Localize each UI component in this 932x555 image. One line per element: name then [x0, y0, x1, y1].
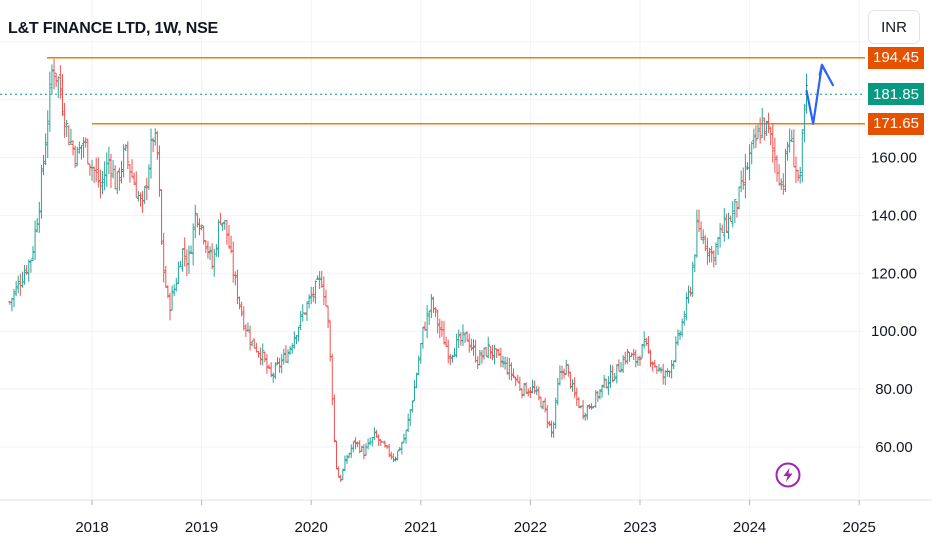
x-tick-label: 2020	[295, 519, 328, 536]
y-tick-label: 100.00	[871, 323, 917, 340]
price-axis[interactable]: 60.00 80.00 100.00 120.00 140.00 160.00	[871, 150, 917, 457]
y-tick-label: 60.00	[875, 439, 913, 456]
trend-annotation	[805, 63, 834, 125]
chart-title: L&T FINANCE LTD, 1W, NSE	[8, 20, 219, 37]
y-tick-label: 140.00	[871, 207, 917, 224]
x-tick-label: 2022	[514, 519, 547, 536]
x-tick-label: 2019	[185, 519, 218, 536]
time-axis[interactable]: 2018 2019 2020 2021 2022 2023 2024 2025	[75, 500, 876, 536]
resistance-price-tag-upper: 194.45	[868, 46, 924, 69]
horizontal-levels	[0, 57, 865, 125]
projection-path	[805, 63, 834, 125]
grid-lines	[0, 0, 932, 501]
last-price-tag: 181.85	[868, 83, 924, 106]
x-tick-label: 2025	[843, 519, 876, 536]
x-tick-label: 2018	[75, 519, 108, 536]
x-tick-label: 2023	[623, 519, 656, 536]
y-tick-label: 120.00	[871, 265, 917, 282]
projection-arrowhead	[818, 63, 827, 77]
x-tick-label: 2021	[404, 519, 437, 536]
y-tick-label: 160.00	[871, 150, 917, 167]
x-tick-label: 2024	[733, 519, 766, 536]
y-tick-label: 80.00	[875, 381, 913, 398]
lightning-bolt-icon[interactable]	[775, 462, 801, 488]
resistance-price-tag-lower: 171.65	[868, 112, 924, 135]
currency-button[interactable]: INR	[868, 10, 920, 44]
ohlc-bars	[8, 58, 809, 482]
